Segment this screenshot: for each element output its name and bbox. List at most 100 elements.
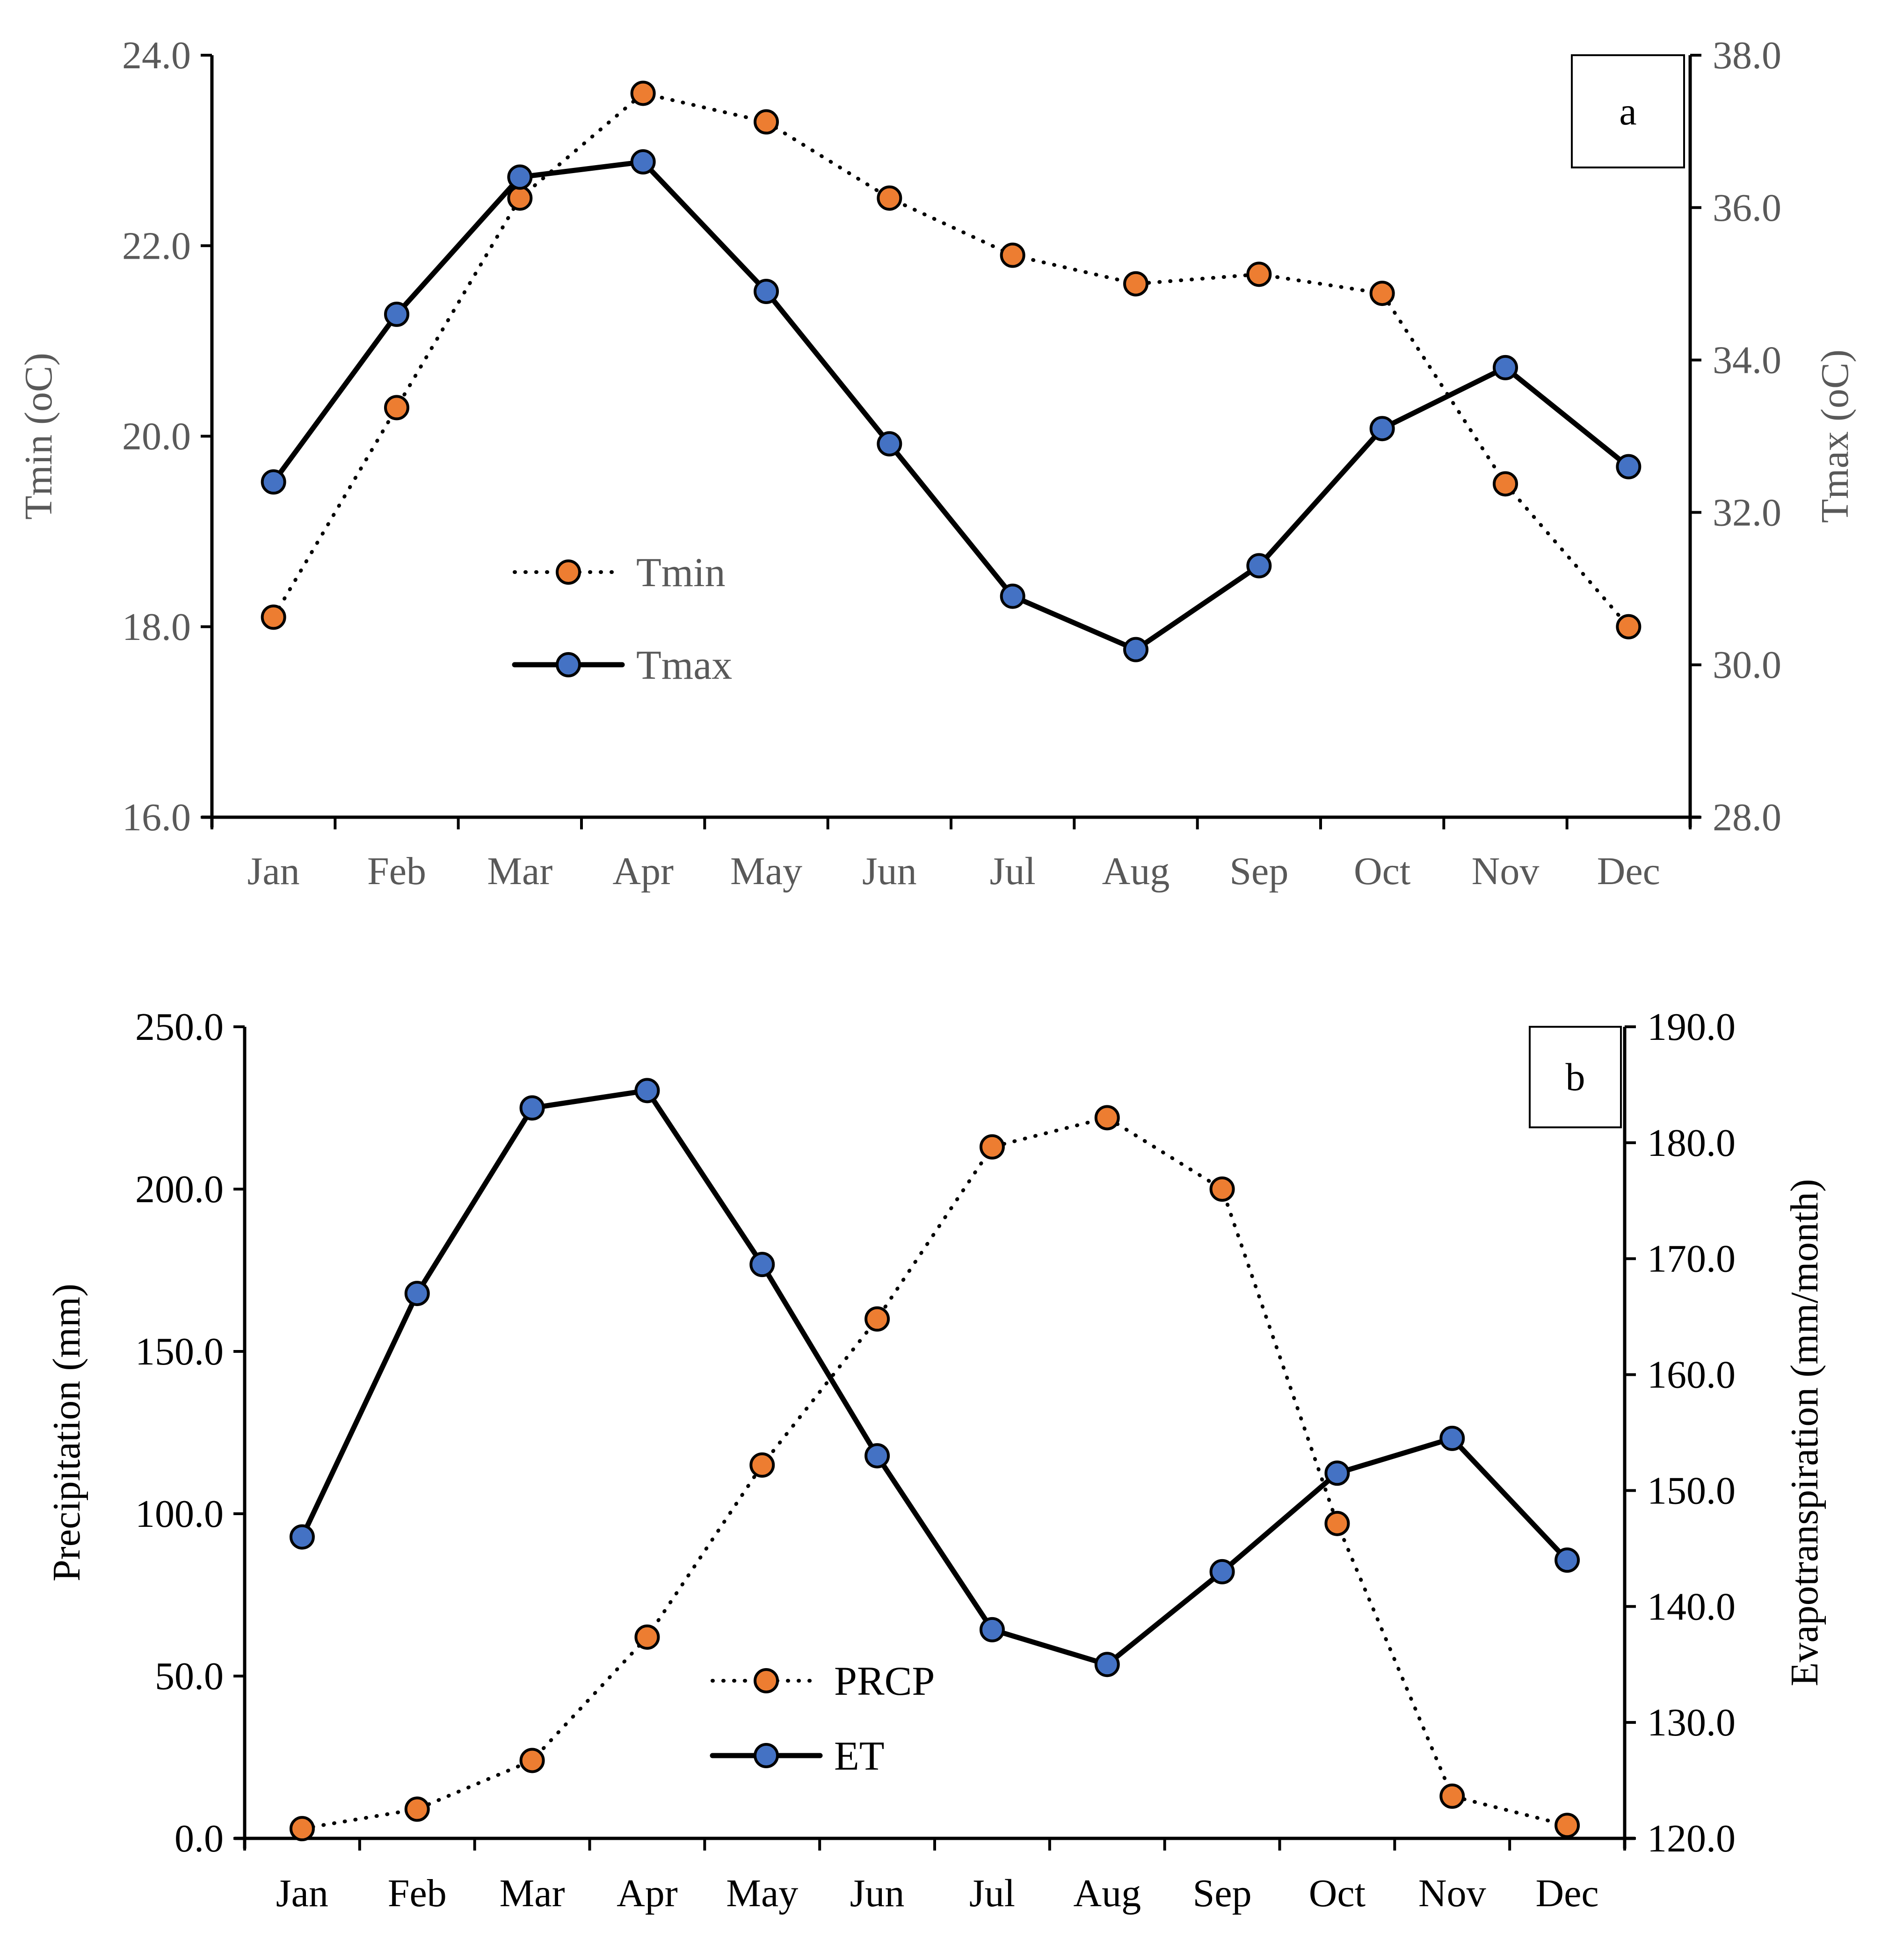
x-tick-label: Sep <box>1229 849 1288 893</box>
data-point-et <box>1555 1547 1580 1573</box>
panel-label-box <box>1529 1026 1622 1128</box>
x-tick-label: Jun <box>850 1872 905 1915</box>
y-tick-label: 20.0 <box>122 415 191 458</box>
legend-marker-tmax <box>556 652 581 677</box>
data-point-prcp <box>289 1816 315 1842</box>
series-et <box>289 1078 1580 1677</box>
series-line-tmax <box>271 159 1631 653</box>
x-tick-label: Feb <box>367 849 426 893</box>
data-point-prcp <box>634 1624 660 1650</box>
x-tick-label: Aug <box>1073 1872 1141 1915</box>
data-point-tmin <box>1246 261 1272 287</box>
data-point-prcp <box>1209 1176 1235 1202</box>
y-tick-label: 150.0 <box>135 1330 224 1373</box>
data-point-tmax <box>630 149 656 175</box>
data-point-tmin <box>630 80 656 106</box>
y2-tick-label: 36.0 <box>1713 186 1781 230</box>
data-point-tmin <box>261 604 286 630</box>
data-point-tmin <box>507 185 533 211</box>
data-point-et <box>1209 1559 1235 1584</box>
x-tick-label: May <box>730 849 802 893</box>
data-point-et <box>864 1443 890 1469</box>
data-point-tmax <box>261 469 286 495</box>
x-tick-label: Jun <box>862 849 917 893</box>
x-tick-label: Nov <box>1472 849 1540 893</box>
x-tick-label: Jan <box>276 1872 328 1915</box>
series-prcp <box>289 1105 1580 1842</box>
x-tick-label: Feb <box>388 1872 447 1915</box>
series-line-tmin <box>271 91 1631 629</box>
y2-axis-title: Evapotranspiration (mm/month) <box>1783 1179 1826 1686</box>
data-point-tmin <box>1000 242 1025 268</box>
legend-label-tmax: Tmax <box>636 643 732 688</box>
data-point-tmax <box>507 164 533 190</box>
data-point-tmax <box>1000 583 1025 609</box>
data-point-prcp <box>749 1452 775 1478</box>
y-tick-label: 0.0 <box>174 1817 224 1860</box>
y2-tick-label: 170.0 <box>1647 1237 1736 1281</box>
y-tick-label: 18.0 <box>122 605 191 649</box>
data-point-prcp <box>404 1796 430 1822</box>
series-line-prcp <box>300 1116 1569 1831</box>
data-point-et <box>1439 1425 1465 1451</box>
y2-tick-label: 180.0 <box>1647 1121 1736 1165</box>
data-point-tmin <box>754 109 779 135</box>
x-tick-label: Jan <box>247 849 300 893</box>
data-point-tmax <box>1369 416 1395 442</box>
y-axis-title: Precipitation (mm) <box>45 1284 88 1582</box>
y2-tick-label: 130.0 <box>1647 1701 1736 1744</box>
series-tmin <box>261 80 1642 639</box>
data-point-prcp <box>979 1134 1005 1160</box>
y2-tick-label: 140.0 <box>1647 1585 1736 1628</box>
data-point-et <box>404 1281 430 1307</box>
x-tick-label: Jul <box>969 1872 1015 1915</box>
panel-label: b <box>1566 1056 1585 1099</box>
data-point-prcp <box>1555 1813 1580 1838</box>
y2-tick-label: 34.0 <box>1713 339 1781 382</box>
y2-tick-label: 30.0 <box>1713 643 1781 687</box>
x-tick-label: Apr <box>612 849 674 893</box>
y2-tick-label: 150.0 <box>1647 1469 1736 1512</box>
x-tick-label: Apr <box>617 1872 678 1915</box>
series-line-et <box>299 1088 1570 1667</box>
legend-marker-tmin <box>556 559 581 585</box>
data-point-et <box>1094 1652 1120 1677</box>
data-point-prcp <box>519 1748 545 1773</box>
x-tick-label: Jul <box>990 849 1036 893</box>
y-tick-label: 22.0 <box>122 224 191 268</box>
data-point-prcp <box>864 1306 890 1332</box>
data-point-et <box>979 1617 1005 1642</box>
y2-tick-label: 190.0 <box>1647 1005 1736 1049</box>
data-point-tmax <box>1493 355 1518 380</box>
data-point-prcp <box>1324 1510 1350 1536</box>
x-tick-label: Mar <box>487 849 552 893</box>
data-point-tmin <box>1123 271 1148 297</box>
x-tick-label: Dec <box>1597 849 1660 893</box>
y2-tick-label: 160.0 <box>1647 1353 1736 1397</box>
data-point-prcp <box>1439 1783 1465 1809</box>
data-point-tmax <box>877 431 902 457</box>
data-point-tmax <box>384 301 409 327</box>
data-point-prcp <box>1094 1105 1120 1131</box>
y2-tick-label: 32.0 <box>1713 491 1781 534</box>
data-point-et <box>289 1524 315 1550</box>
y-tick-label: 24.0 <box>122 34 191 77</box>
data-point-tmax <box>1616 454 1642 479</box>
data-point-tmax <box>1123 637 1148 662</box>
panel-label: a <box>1619 90 1636 133</box>
x-tick-label: Sep <box>1193 1872 1252 1915</box>
legend-marker-prcp <box>754 1668 779 1693</box>
x-tick-label: May <box>726 1872 798 1915</box>
y2-tick-label: 38.0 <box>1713 34 1781 77</box>
data-point-tmin <box>1369 281 1395 306</box>
series-tmax <box>261 149 1642 662</box>
x-tick-label: Oct <box>1309 1872 1366 1915</box>
data-point-et <box>1324 1460 1350 1486</box>
x-tick-label: Oct <box>1354 849 1410 893</box>
y-tick-label: 200.0 <box>135 1168 224 1211</box>
legend-label-tmin: Tmin <box>636 550 726 595</box>
y-tick-label: 250.0 <box>135 1005 224 1049</box>
y-tick-label: 16.0 <box>122 796 191 839</box>
chart-panel-b: Jan Feb Mar Apr May Jun Jul Aug Sep Oct Nov Dec 0.0 5… <box>45 1005 1826 1915</box>
